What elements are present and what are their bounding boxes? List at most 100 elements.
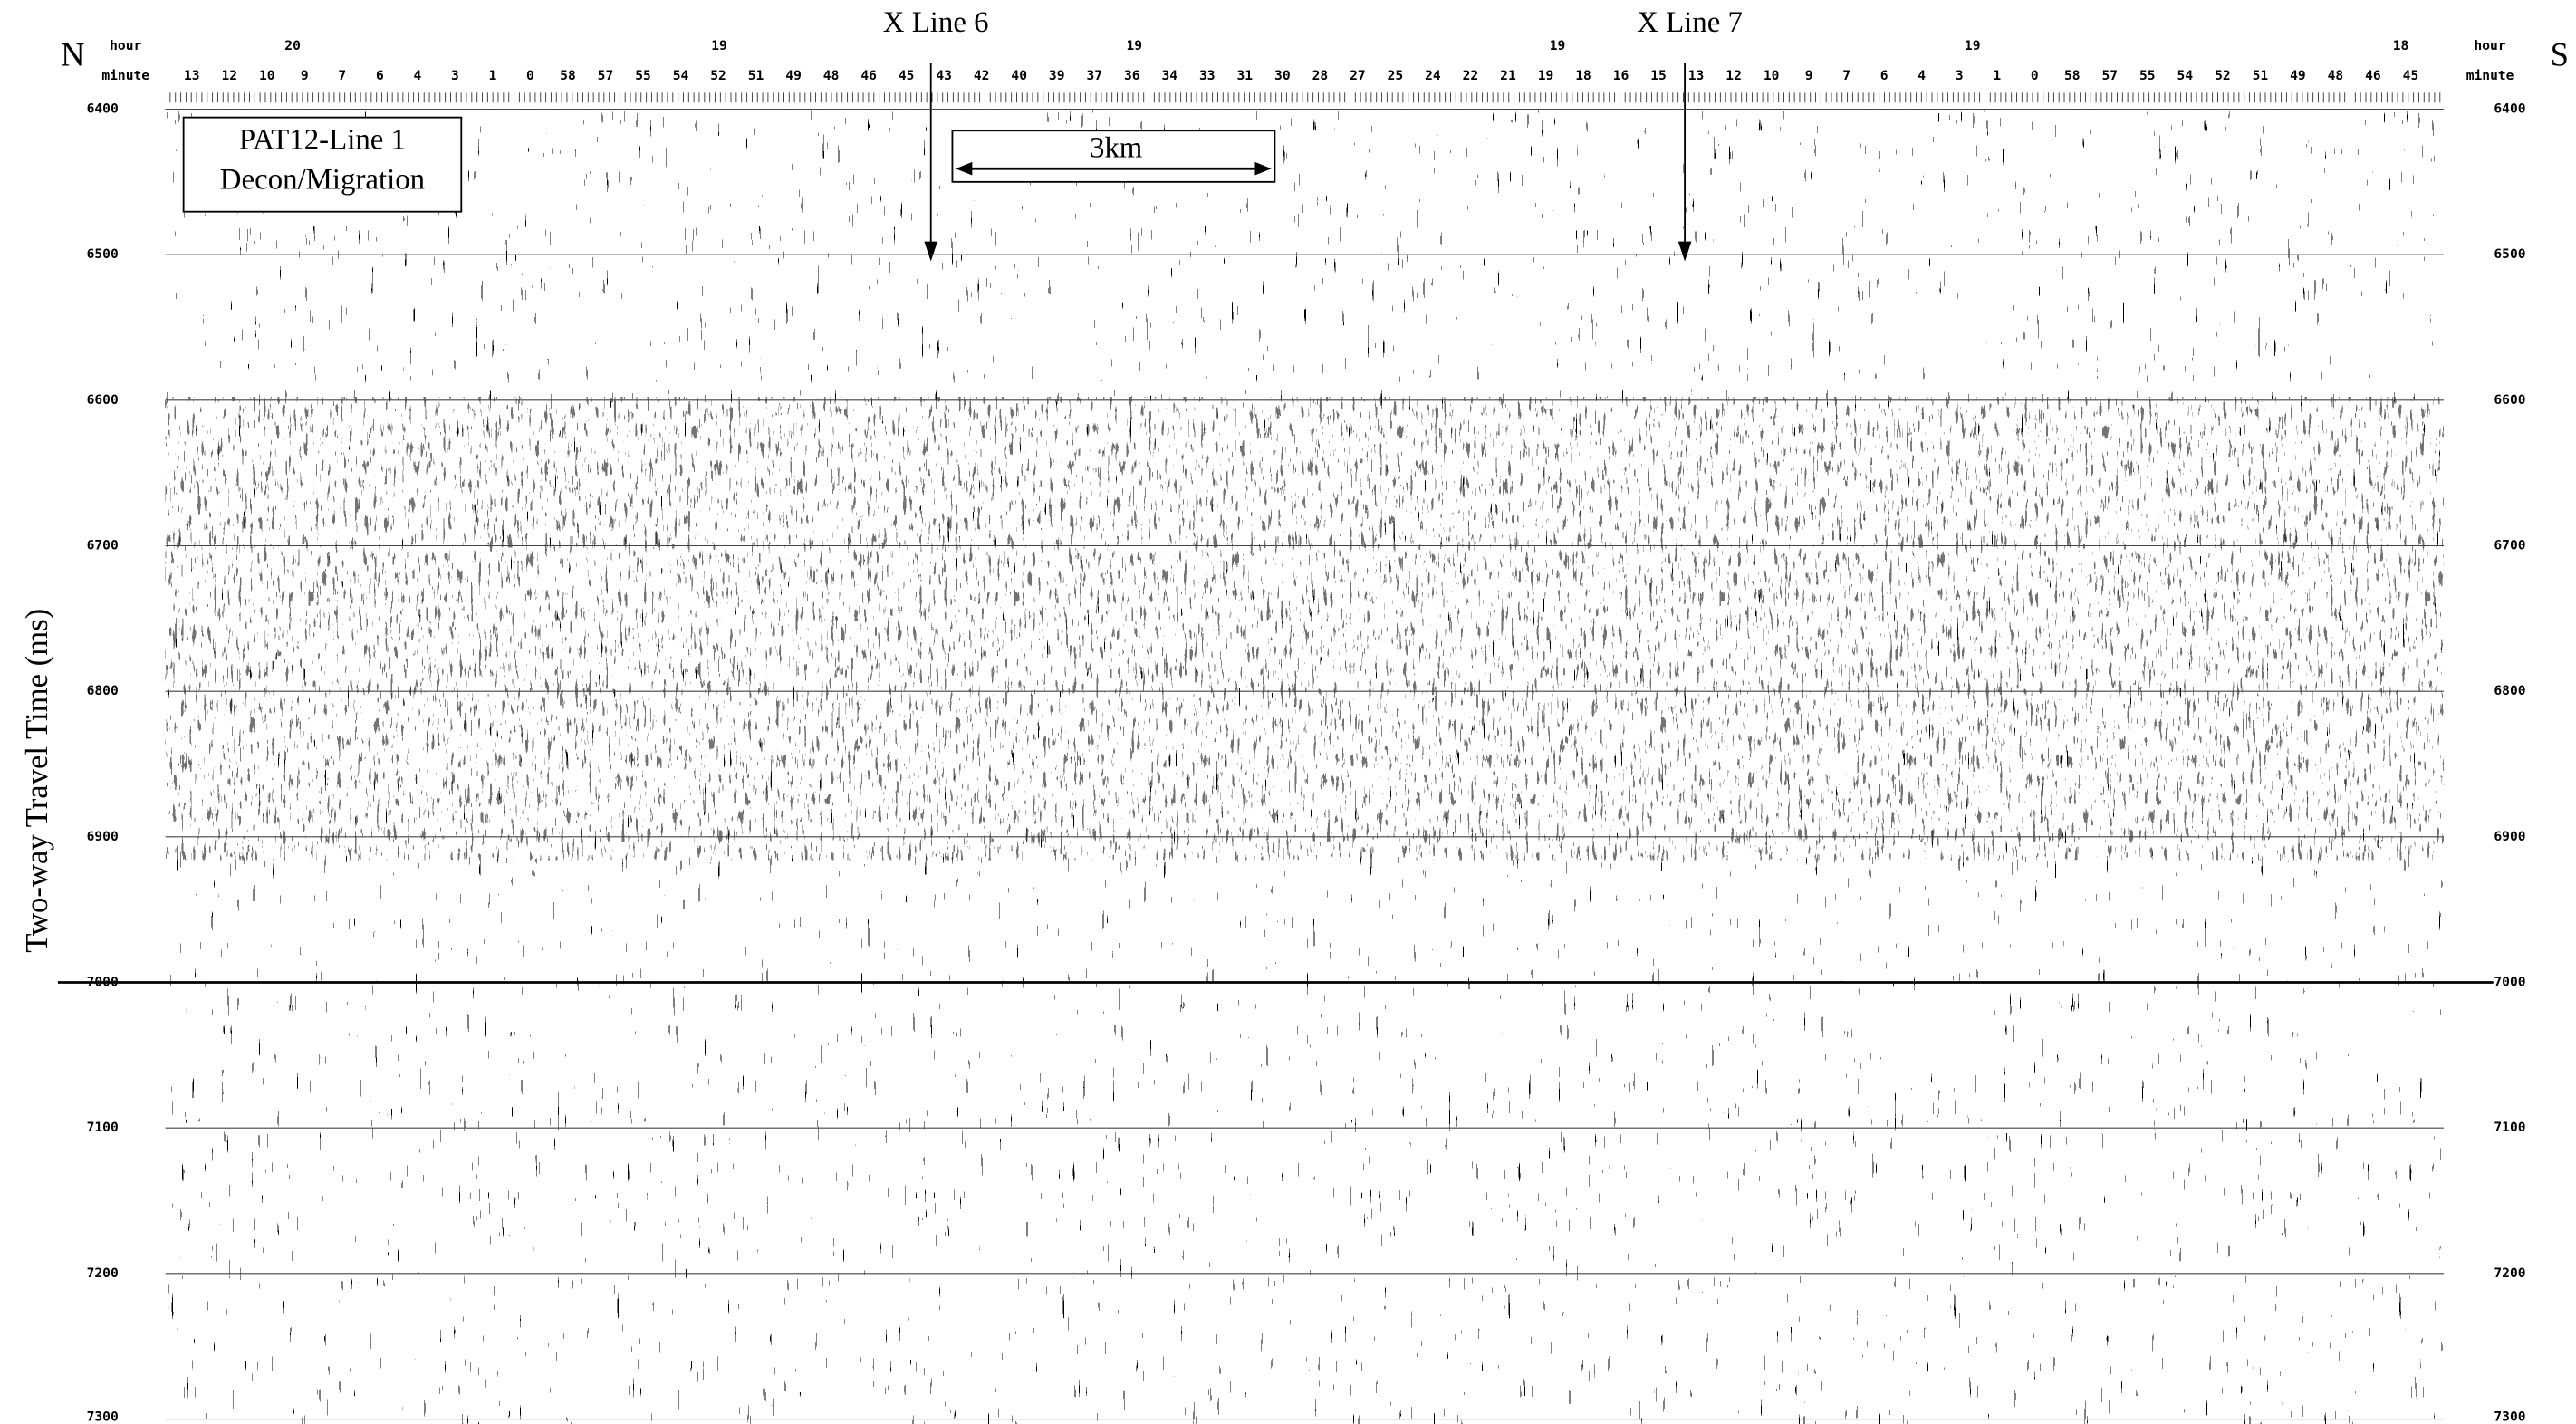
trace-ticks	[165, 92, 2444, 106]
crossline-label: X Line 6	[883, 6, 989, 39]
minute-tick-label: 13	[1688, 68, 1705, 83]
minute-tick-label: 24	[1425, 68, 1441, 83]
minute-tick-label: 34	[1161, 68, 1177, 83]
y-tick-label: 7100	[2494, 1120, 2525, 1135]
y-tick-label: 6700	[2494, 538, 2525, 553]
minute-tick-label: 12	[1725, 68, 1742, 83]
minute-tick-label: 25	[1388, 68, 1404, 83]
minute-tick-label: 49	[785, 68, 802, 83]
minute-tick-label: 30	[1274, 68, 1291, 83]
y-tick-label: 6400	[2494, 101, 2525, 117]
y-axis-title: Two-way Travel Time (ms)	[19, 609, 54, 953]
hour-tick-label: 18	[2393, 38, 2409, 53]
crossline-label: X Line 7	[1637, 6, 1743, 39]
minute-tick-label: 55	[2139, 68, 2156, 83]
y-tick-label: 7200	[2494, 1265, 2525, 1281]
minute-tick-label: 22	[1463, 68, 1479, 83]
y-tick-label: 7200	[87, 1265, 119, 1281]
y-tick-label: 6600	[87, 392, 119, 408]
y-tick-label: 6700	[87, 538, 119, 553]
minute-tick-label: 36	[1124, 68, 1140, 83]
y-tick-label: 7100	[87, 1120, 119, 1135]
minute-tick-label: 12	[221, 68, 237, 83]
hour-label: hour	[110, 38, 141, 53]
hour-tick-label: 19	[1965, 38, 1981, 53]
minute-tick-label: 4	[1918, 68, 1926, 83]
minute-tick-label: 3	[1956, 68, 1964, 83]
minute-tick-label: 6	[1880, 68, 1889, 83]
arrowhead	[1677, 241, 1692, 262]
minute-tick-label: 58	[2064, 68, 2081, 83]
minute-tick-label: 1	[1993, 68, 2001, 83]
y-tick-label: 7000	[2494, 975, 2525, 990]
arrowhead	[924, 241, 938, 262]
minute-tick-label: 15	[1650, 68, 1667, 83]
y-tick-label: 6900	[87, 829, 119, 844]
y-tick-label: 6400	[87, 101, 119, 117]
scale-box	[951, 130, 1276, 183]
y-tick-label: 6800	[87, 683, 119, 698]
reflector-band	[165, 397, 2444, 861]
minute-tick-label: 10	[1764, 68, 1780, 83]
panel-title: PAT12-Line 1	[239, 124, 406, 157]
minute-tick-label: 10	[259, 68, 275, 83]
minute-tick-label: 42	[974, 68, 990, 83]
hour-tick-label: 19	[711, 38, 727, 53]
hour-tick-label: 19	[1126, 38, 1142, 53]
minute-tick-label: 45	[899, 68, 915, 83]
hour-label: hour	[2475, 38, 2506, 53]
minute-tick-label: 49	[2290, 68, 2306, 83]
hour-tick-label: 20	[284, 38, 301, 53]
minute-tick-label: 54	[673, 68, 689, 83]
minute-tick-label: 31	[1237, 68, 1254, 83]
y-tick-label: 6600	[2494, 392, 2525, 408]
minute-tick-label: 33	[1199, 68, 1216, 83]
minute-tick-label: 7	[338, 68, 346, 83]
south-label: S	[2551, 35, 2569, 72]
minute-tick-label: 46	[2365, 68, 2381, 83]
minute-label: minute	[101, 68, 149, 83]
minute-tick-label: 1	[489, 68, 497, 83]
minute-tick-label: 37	[1086, 68, 1102, 83]
minute-tick-label: 52	[710, 68, 726, 83]
minute-tick-label: 19	[1538, 68, 1554, 83]
panel-subtitle: Decon/Migration	[220, 163, 425, 196]
minute-tick-label: 54	[2177, 68, 2194, 83]
minute-tick-label: 48	[2328, 68, 2344, 83]
minute-tick-label: 9	[1805, 68, 1813, 83]
minute-tick-label: 45	[2403, 68, 2419, 83]
minute-tick-label: 0	[2031, 68, 2039, 83]
minute-tick-label: 27	[1350, 68, 1366, 83]
minute-tick-label: 58	[560, 68, 576, 83]
y-tick-label: 7000	[87, 975, 119, 990]
minute-tick-label: 4	[413, 68, 421, 83]
minute-tick-label: 21	[1500, 68, 1516, 83]
minute-tick-label: 46	[860, 68, 877, 83]
y-tick-label: 6500	[2494, 246, 2525, 262]
hour-tick-label: 19	[1550, 38, 1566, 53]
minute-tick-label: 52	[2215, 68, 2231, 83]
minute-tick-label: 51	[748, 68, 764, 83]
minute-tick-label: 28	[1312, 68, 1329, 83]
minute-tick-label: 40	[1011, 68, 1027, 83]
minute-tick-label: 0	[526, 68, 534, 83]
y-tick-label: 6500	[87, 246, 119, 262]
y-tick-label: 6900	[2494, 829, 2525, 844]
minute-tick-label: 55	[635, 68, 651, 83]
minute-tick-label: 57	[598, 68, 614, 83]
y-tick-label: 6800	[2494, 683, 2525, 698]
minute-tick-label: 43	[936, 68, 952, 83]
minute-tick-label: 57	[2102, 68, 2119, 83]
minute-tick-label: 51	[2253, 68, 2269, 83]
minute-tick-label: 9	[301, 68, 309, 83]
minute-tick-label: 48	[823, 68, 840, 83]
minute-tick-label: 18	[1575, 68, 1591, 83]
north-label: N	[61, 35, 84, 72]
minute-tick-label: 13	[184, 68, 200, 83]
minute-tick-label: 16	[1613, 68, 1629, 83]
minute-tick-label: 7	[1842, 68, 1850, 83]
minute-label: minute	[2466, 68, 2514, 83]
scale-label: 3km	[1090, 132, 1143, 165]
